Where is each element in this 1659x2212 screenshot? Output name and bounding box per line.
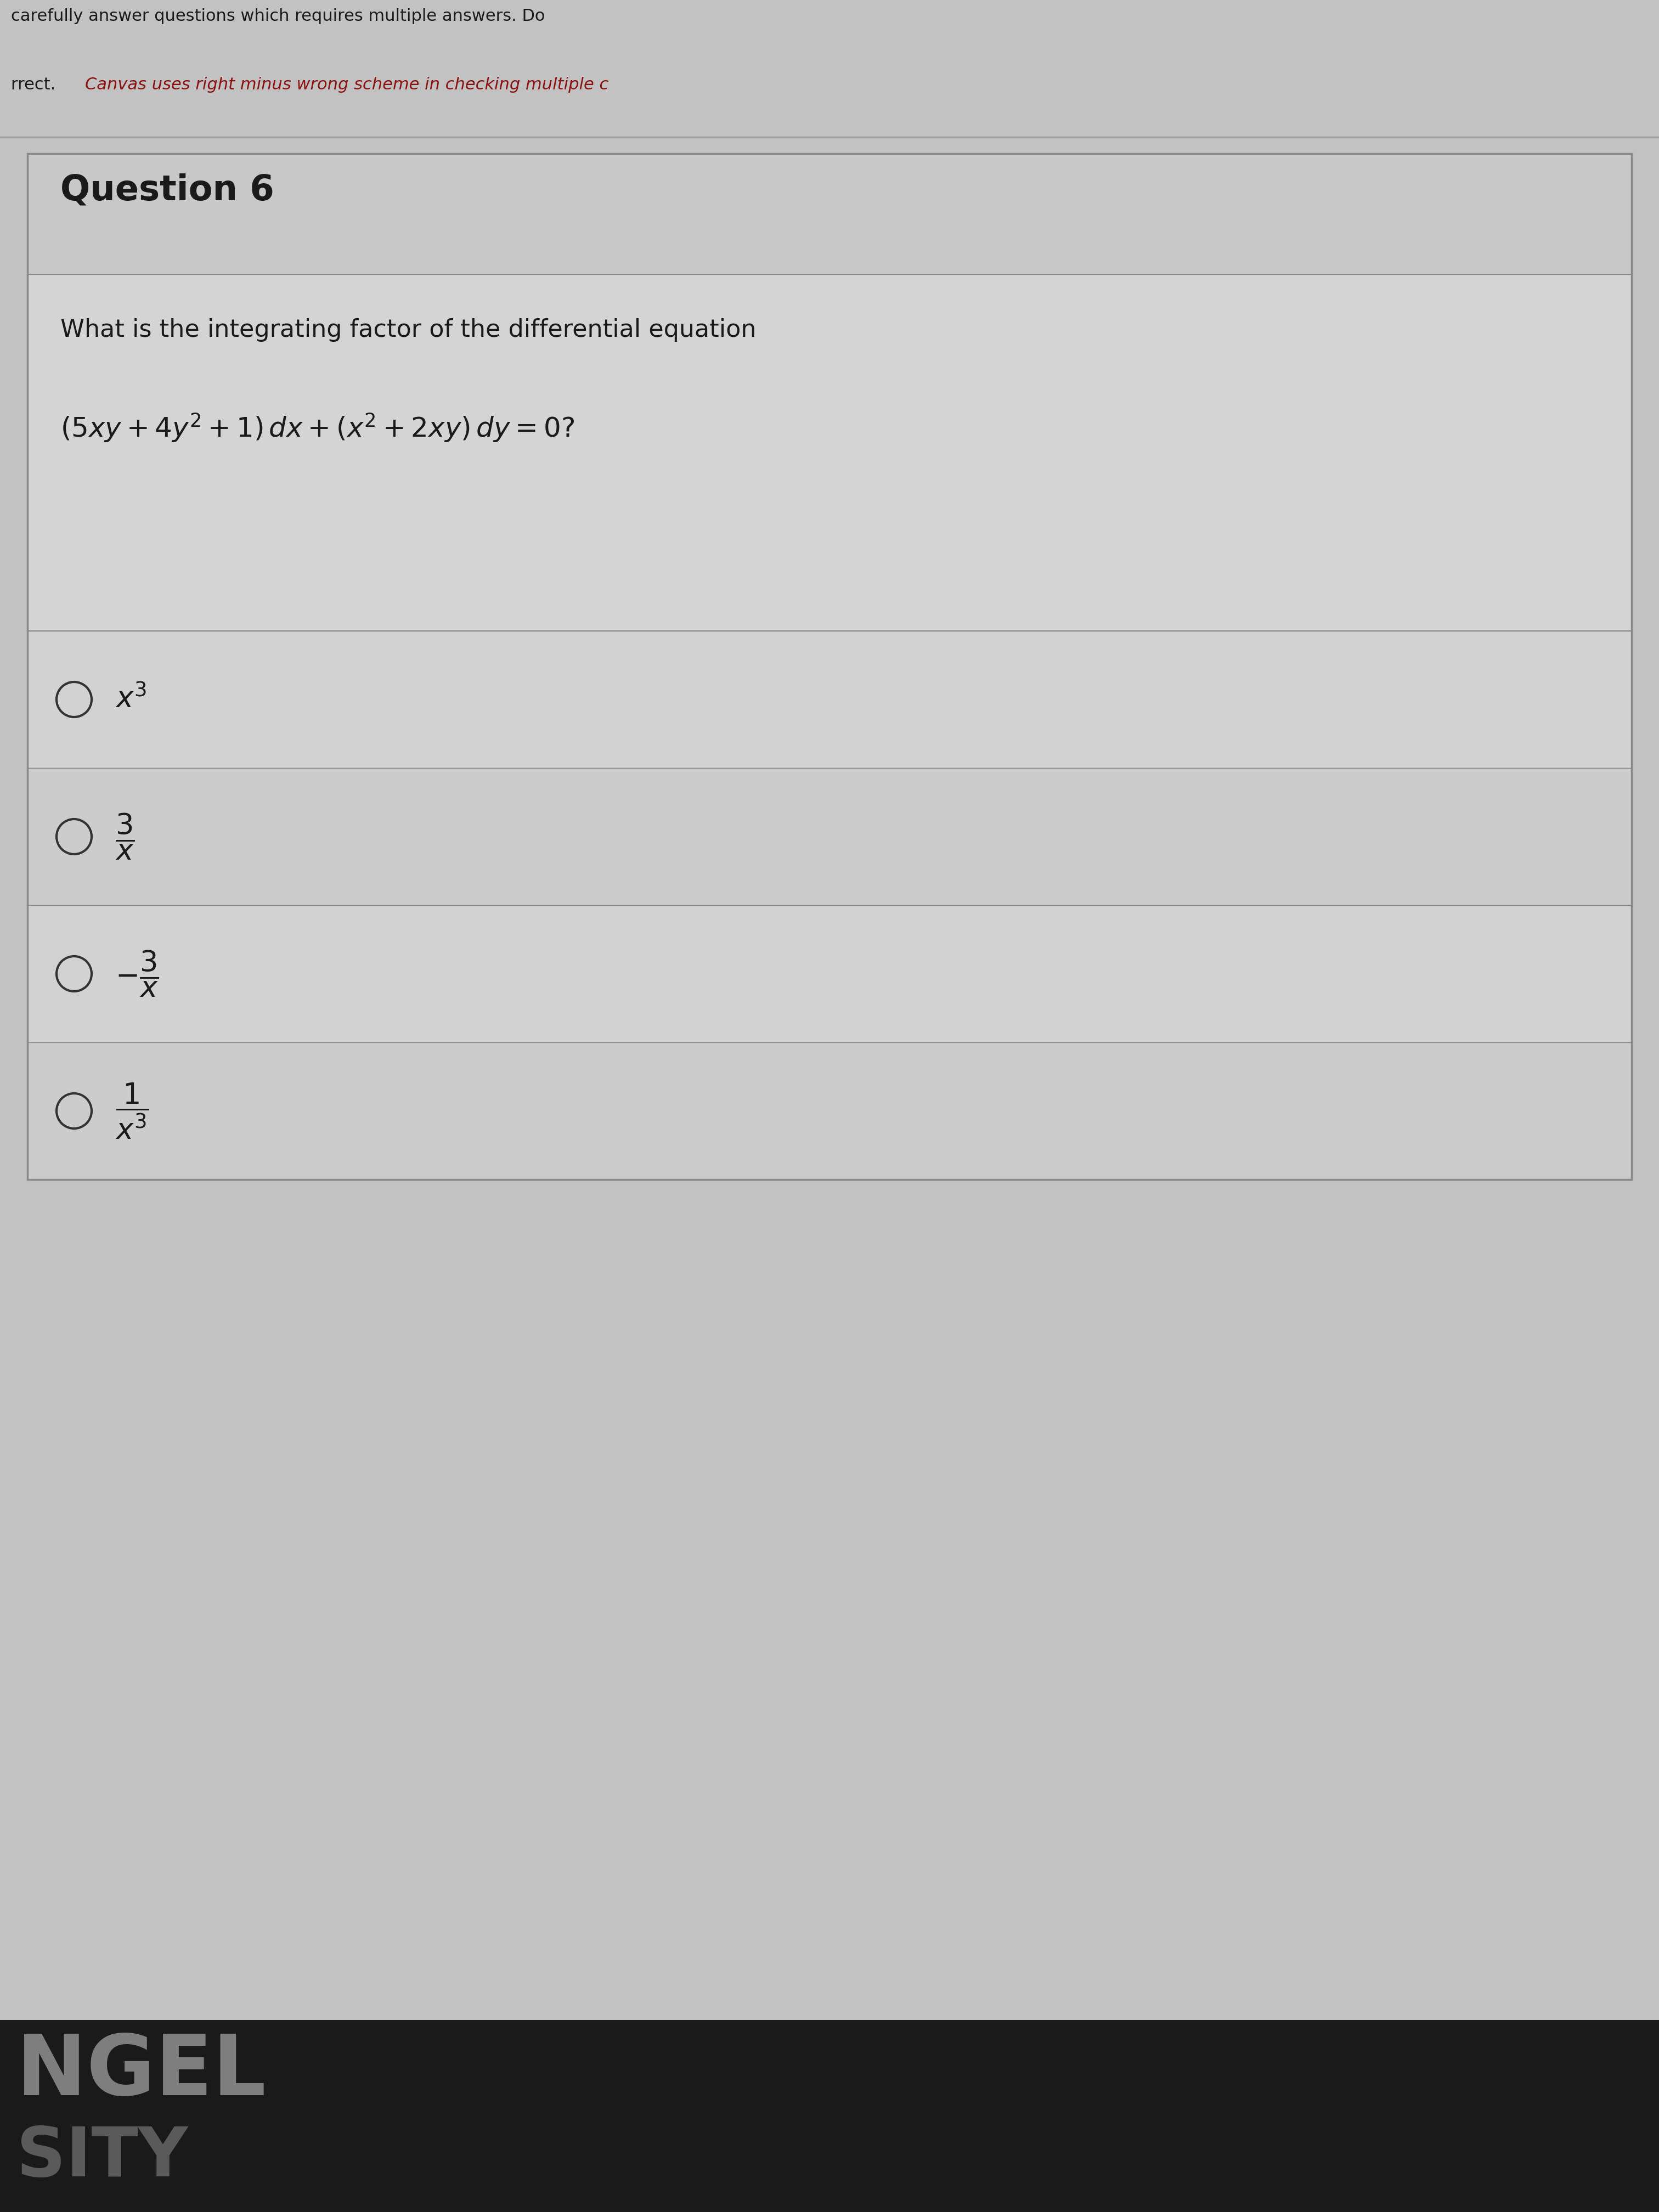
Bar	[28, 153, 1631, 274]
Text: $(5xy + 4y^2 + 1)\,dx + (x^2 + 2xy)\,dy = 0?$: $(5xy + 4y^2 + 1)\,dx + (x^2 + 2xy)\,dy …	[60, 411, 574, 445]
Bar	[28, 768, 1631, 905]
Bar	[0, 2020, 1659, 2212]
Text: rrect.: rrect.	[12, 77, 61, 93]
Text: $-\dfrac{3}{x}$: $-\dfrac{3}{x}$	[114, 949, 159, 998]
Text: SITY: SITY	[17, 2124, 187, 2190]
Bar	[28, 274, 1631, 630]
Bar	[28, 630, 1631, 768]
Bar	[28, 905, 1631, 1042]
Text: NGEL: NGEL	[17, 2031, 265, 2112]
Bar	[28, 1042, 1631, 1179]
Text: What is the integrating factor of the differential equation: What is the integrating factor of the di…	[60, 319, 757, 343]
Bar	[28, 153, 1631, 1179]
Text: Question 6: Question 6	[60, 173, 274, 208]
Text: $\dfrac{1}{x^3}$: $\dfrac{1}{x^3}$	[114, 1082, 149, 1141]
Text: $x^3$: $x^3$	[114, 686, 146, 714]
Text: $\dfrac{3}{x}$: $\dfrac{3}{x}$	[114, 812, 134, 860]
Text: Canvas uses right minus wrong scheme in checking multiple c: Canvas uses right minus wrong scheme in …	[85, 77, 609, 93]
Text: carefully answer questions which requires multiple answers. Do: carefully answer questions which require…	[12, 9, 544, 24]
